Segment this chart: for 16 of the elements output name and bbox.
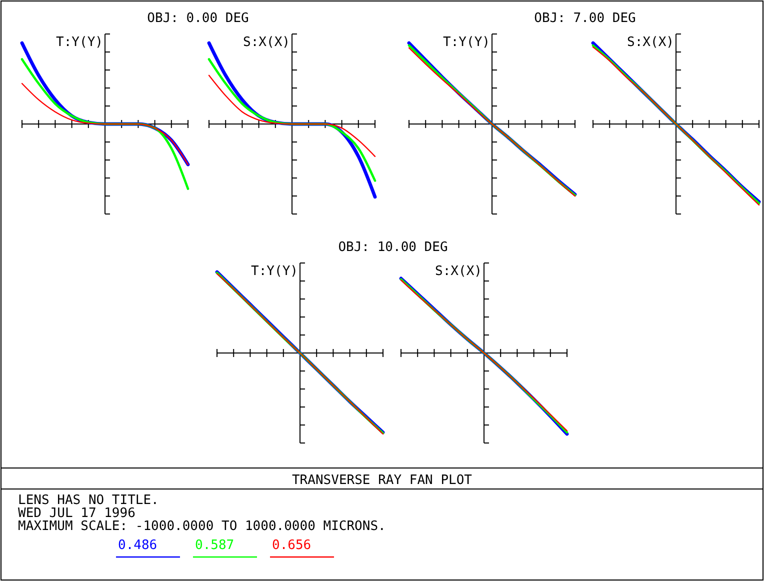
chart-title: S:X(X) [435, 264, 482, 279]
text: WED JUL 17 1996 [18, 506, 136, 521]
chart-title: S:X(X) [243, 35, 290, 50]
chart-subtitle: OBJ: 0.00 DEG [147, 11, 250, 26]
chart-subtitle: OBJ: 10.00 DEG [338, 240, 448, 255]
text: 0.486 [118, 538, 158, 553]
text: TRANSVERSE RAY FAN PLOT [292, 473, 472, 488]
chart-title: T:Y(Y) [251, 264, 298, 279]
text: LENS HAS NO TITLE. [18, 493, 159, 508]
text: MAXIMUM SCALE: -1000.0000 TO 1000.0000 MICRONS. [18, 519, 386, 534]
chart-subtitle: OBJ: 7.00 DEG [534, 11, 636, 26]
chart-title: T:Y(Y) [56, 35, 103, 50]
chart-title: T:Y(Y) [443, 35, 490, 50]
text: 0.587 [195, 538, 234, 553]
chart-title: S:X(X) [627, 35, 674, 50]
text: 0.656 [272, 538, 312, 553]
